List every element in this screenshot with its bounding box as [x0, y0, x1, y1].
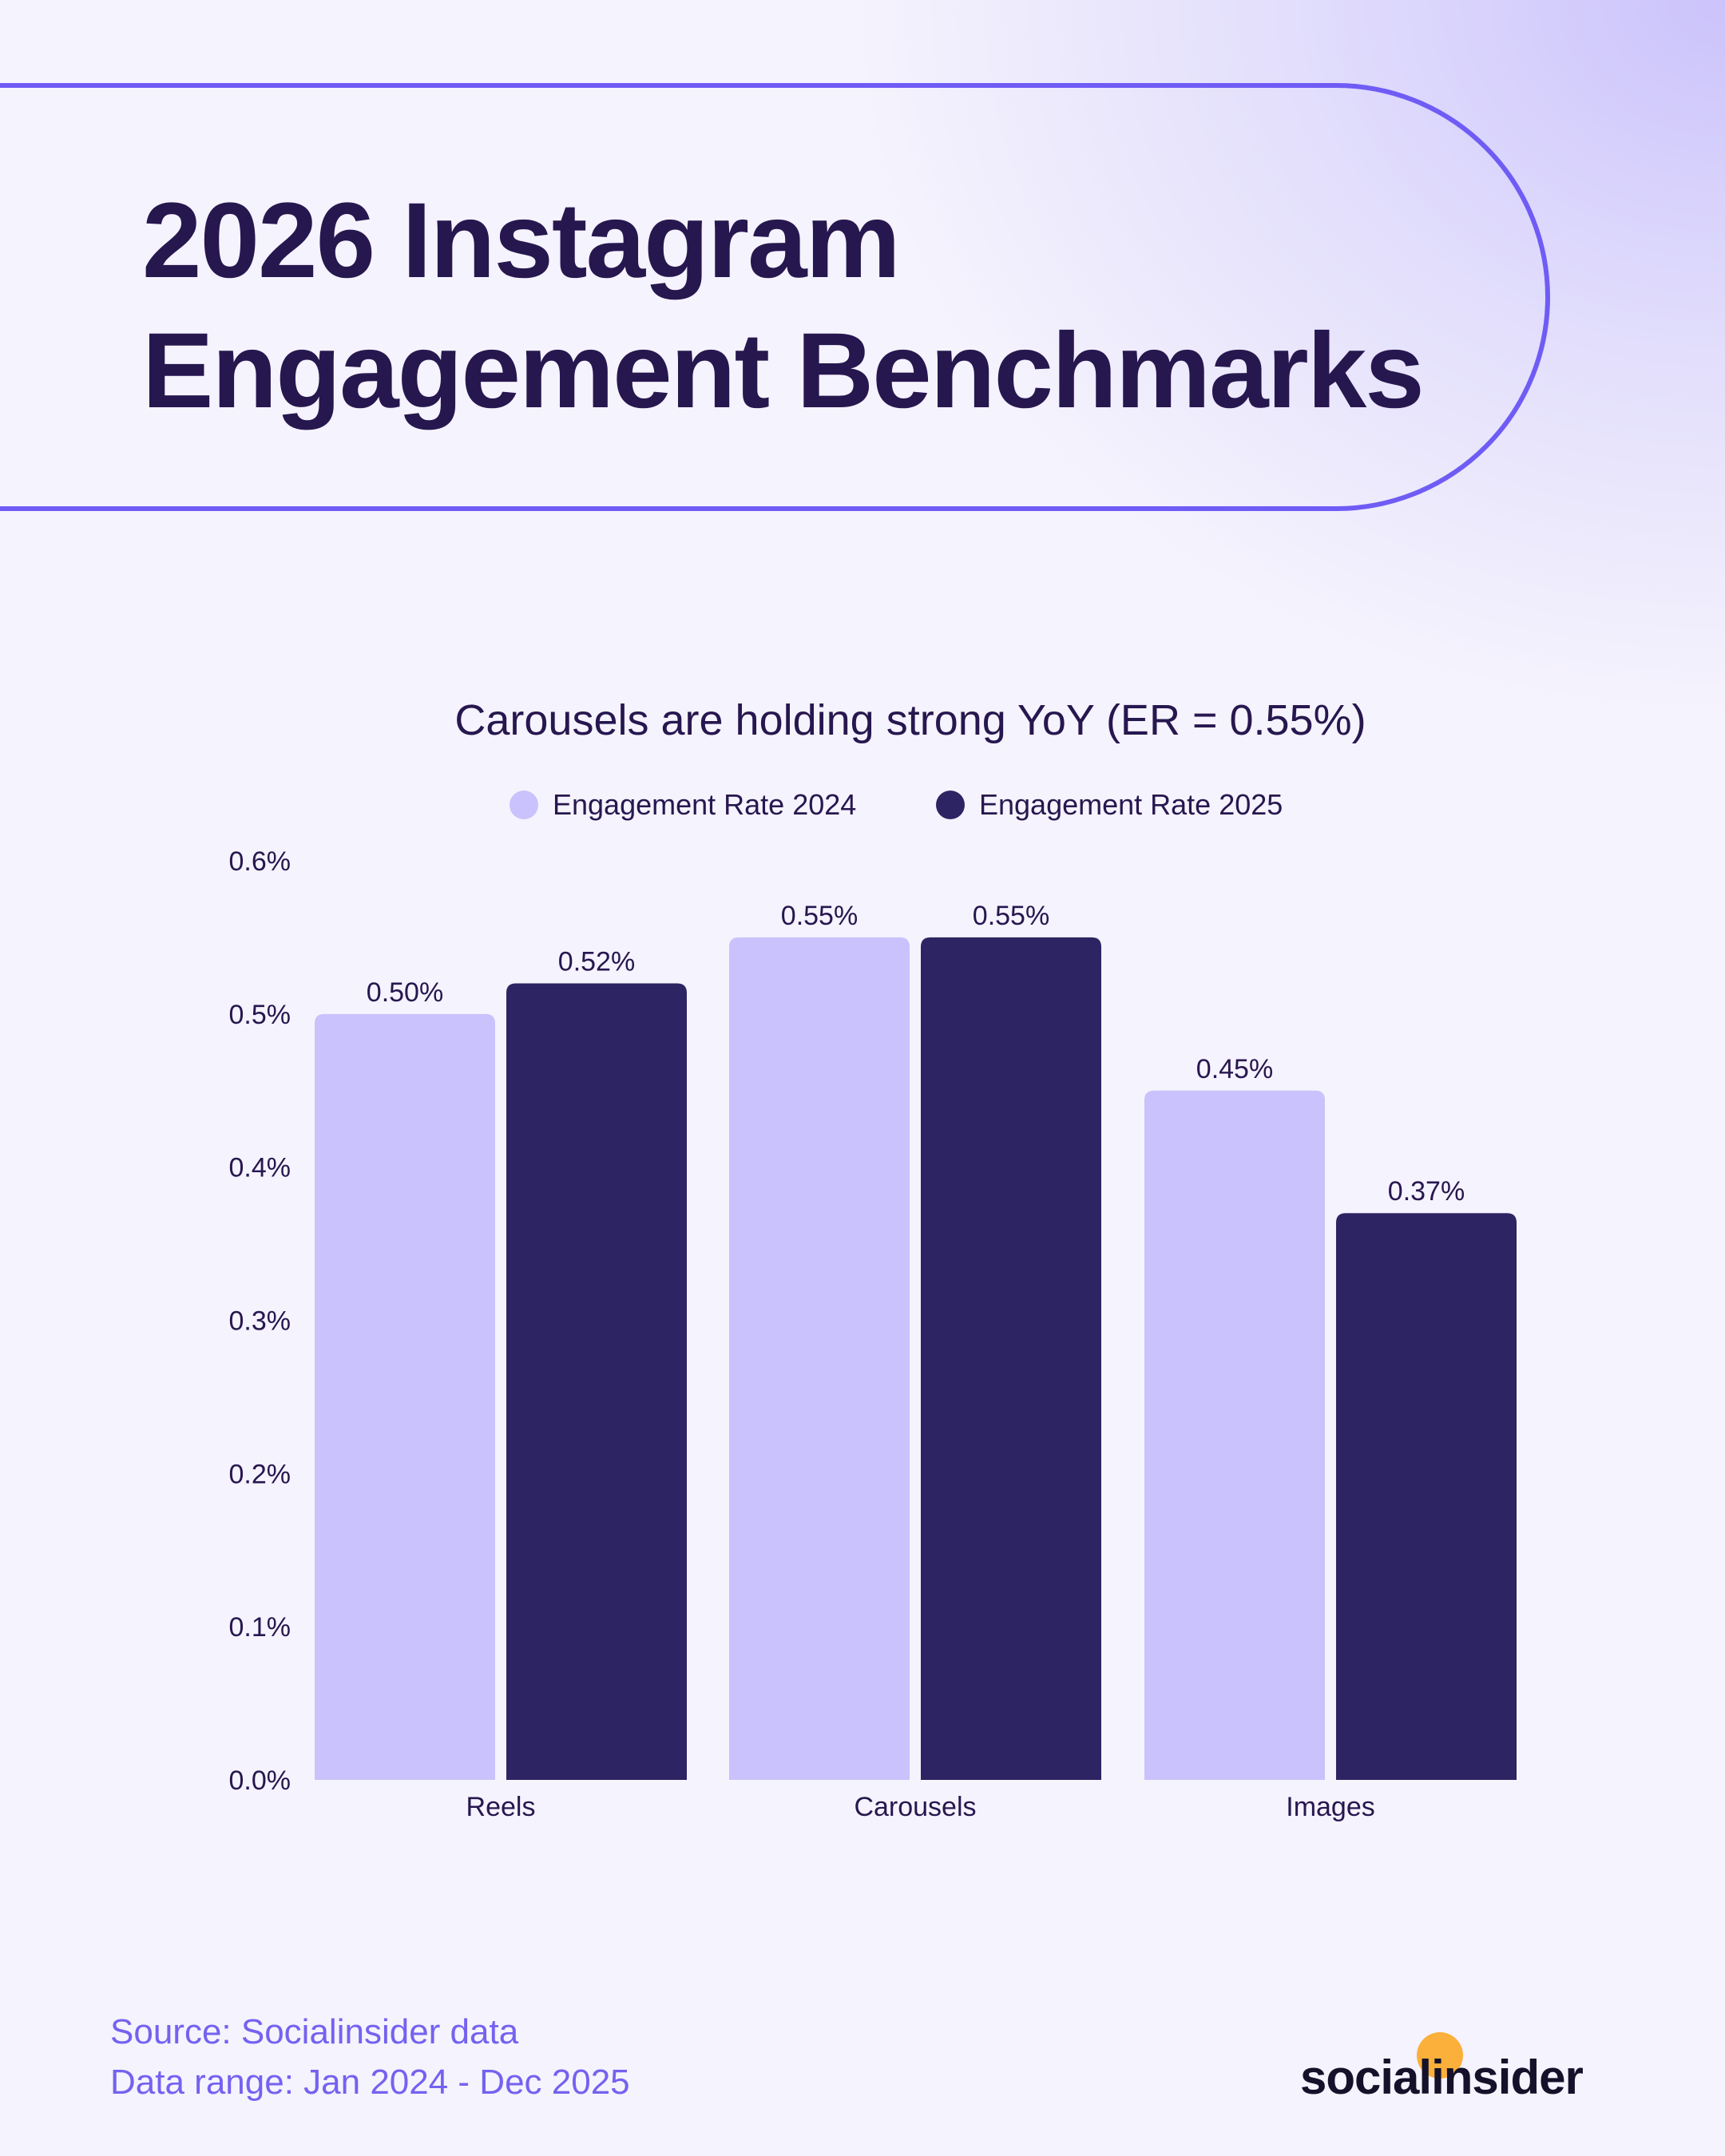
data-label: 0.55%	[781, 901, 858, 931]
bar-chart: Carousels are holding strong YoY (ER = 0…	[229, 696, 1517, 1822]
data-label: 0.50%	[367, 977, 443, 1008]
y-tick-label: 0.2%	[229, 1459, 291, 1489]
logo-dot	[1417, 2032, 1463, 2079]
legend-swatch-0	[510, 791, 538, 819]
y-tick-label: 0.5%	[229, 1000, 291, 1030]
category-label: Images	[1286, 1792, 1375, 1822]
bar-reels-0	[315, 1013, 495, 1780]
chart-title: Carousels are holding strong YoY (ER = 0…	[454, 696, 1366, 744]
bar-images-1	[1336, 1213, 1517, 1780]
y-tick-label: 0.3%	[229, 1306, 291, 1337]
background-glow	[847, 0, 1725, 719]
category-label: Reels	[466, 1792, 536, 1822]
data-label: 0.55%	[973, 901, 1049, 931]
bar-carousels-0	[729, 937, 910, 1780]
title-line-1: 2026 Instagram	[142, 181, 901, 300]
socialinsider-logo: socialinsider	[1300, 2032, 1596, 2104]
legend-label-1: Engagement Rate 2025	[979, 788, 1283, 821]
legend-label-0: Engagement Rate 2024	[553, 788, 856, 821]
y-tick-label: 0.4%	[229, 1153, 291, 1183]
title-line-2: Engagement Benchmarks	[142, 311, 1425, 430]
y-tick-label: 0.6%	[229, 846, 291, 877]
data-label: 0.52%	[558, 946, 635, 977]
page-title: 2026 Instagram Engagement Benchmarks	[142, 176, 1425, 436]
data-range-text: Data range: Jan 2024 - Dec 2025	[110, 2063, 630, 2102]
legend-swatch-1	[936, 791, 965, 819]
bar-images-0	[1144, 1090, 1325, 1780]
category-label: Carousels	[854, 1792, 976, 1822]
bar-reels-1	[506, 983, 687, 1780]
bar-carousels-1	[921, 937, 1101, 1780]
data-label: 0.45%	[1196, 1054, 1273, 1084]
y-tick-label: 0.1%	[229, 1612, 291, 1643]
y-axis: 0.0% 0.1% 0.2% 0.3% 0.4% 0.5% 0.6%	[229, 846, 291, 1796]
source-text: Source: Socialinsider data	[110, 2012, 519, 2051]
bars: 0.50% 0.52% Reels 0.55% 0.55% Carousels 0.45% 0…	[315, 901, 1517, 1822]
legend: Engagement Rate 2024 Engagement Rate 2025	[510, 788, 1283, 821]
y-tick-label: 0.0%	[229, 1766, 291, 1796]
data-label: 0.37%	[1388, 1176, 1465, 1207]
